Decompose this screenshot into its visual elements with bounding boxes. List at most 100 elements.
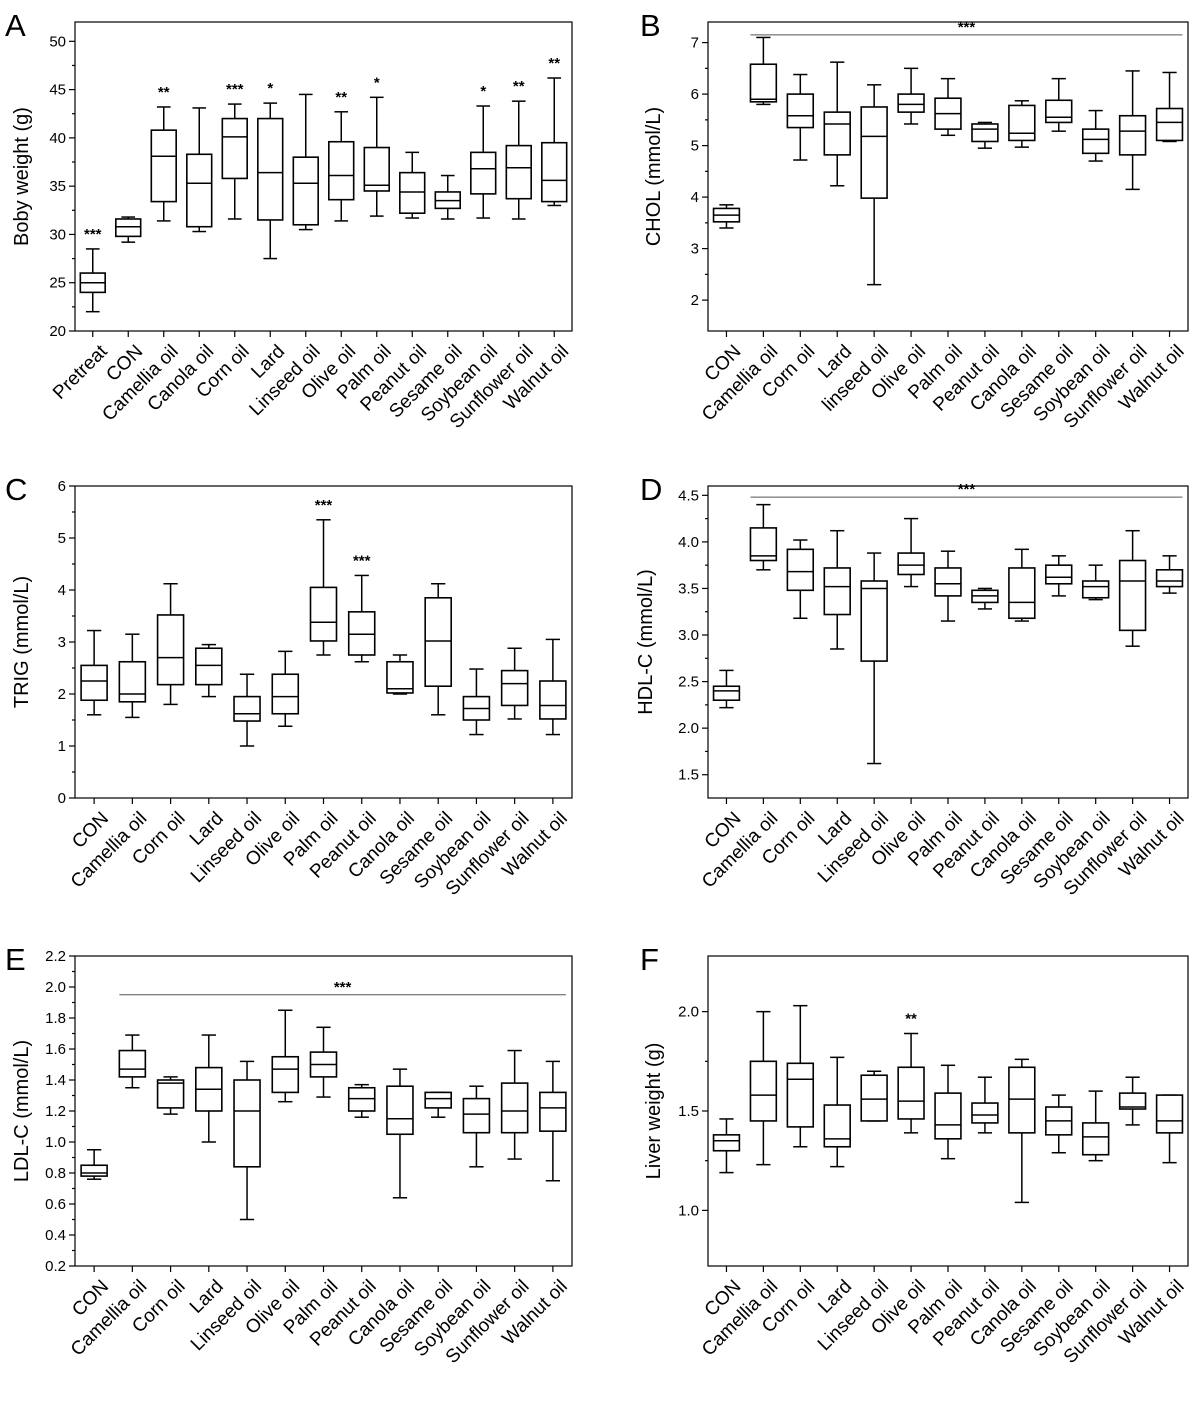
- box-plot-9: [399, 151, 426, 219]
- y-tick-label: 2.0: [45, 979, 66, 996]
- box-plot-5: [257, 102, 284, 260]
- box-plot-6: [309, 519, 338, 656]
- box-iqr: [1155, 107, 1184, 142]
- box-iqr: [860, 106, 888, 199]
- y-tick-label: 1.2: [45, 1103, 66, 1120]
- box-iqr: [897, 1066, 925, 1120]
- y-tick-label: 1.5: [678, 1103, 699, 1120]
- box-iqr: [971, 123, 999, 143]
- box-iqr: [823, 111, 851, 156]
- y-tick-label: 3: [691, 241, 699, 258]
- y-axis-label: LDL-C (mmol/L): [11, 1040, 33, 1182]
- box-iqr: [539, 680, 567, 720]
- box-iqr: [1081, 1122, 1110, 1156]
- box-iqr: [712, 1134, 741, 1152]
- box-iqr: [823, 1104, 851, 1148]
- box-plot-3: [186, 107, 213, 233]
- box-plot-8: [1008, 1058, 1036, 1204]
- box-plot-10: [462, 668, 491, 736]
- box-plot-5: [897, 1032, 925, 1134]
- box-plot-9: [1045, 1094, 1073, 1154]
- y-axis-label: Boby weight (g): [11, 107, 33, 246]
- y-tick-label: 45: [49, 82, 66, 99]
- y-tick-label: 50: [49, 33, 66, 50]
- y-tick-label: 0.6: [45, 1196, 66, 1213]
- box-iqr: [399, 171, 426, 214]
- box-plot-6: [934, 550, 962, 622]
- box-iqr: [156, 1079, 185, 1109]
- y-tick-label: 1.5: [678, 767, 699, 784]
- box-plot-0: [79, 248, 106, 313]
- y-tick-label: 1.6: [45, 1041, 66, 1058]
- significance-bar-label: ***: [958, 481, 976, 498]
- box-iqr: [347, 1086, 376, 1112]
- box-iqr: [1045, 99, 1073, 124]
- box-iqr: [749, 63, 778, 103]
- box-plot-4: [233, 673, 261, 747]
- box-plot-3: [195, 643, 223, 698]
- box-iqr: [271, 1055, 300, 1094]
- box-iqr: [118, 1049, 147, 1078]
- box-plot-10: [1081, 1090, 1110, 1162]
- y-tick-label: 40: [49, 130, 66, 147]
- y-tick-label: 3: [58, 634, 66, 651]
- box-plot-0: [712, 669, 741, 709]
- box-iqr: [897, 552, 925, 576]
- panel-e: E 0.2 0.4 0.6 0.8 1.0 1.2 1.4 1.6 1.8 2.0 2.2 LDL-C …: [5, 942, 573, 1368]
- box-plot-0: [712, 1118, 741, 1174]
- box-plot-1: [118, 633, 147, 719]
- box-iqr: [749, 527, 778, 562]
- y-tick-label: 1.4: [45, 1072, 66, 1089]
- box-plot-3: [823, 1056, 851, 1168]
- box-iqr: [971, 1102, 999, 1124]
- box-plot-7: [971, 587, 999, 610]
- y-tick-label: 2.2: [45, 948, 66, 965]
- box-plot-10: [1081, 109, 1110, 162]
- box-iqr: [80, 664, 108, 702]
- significance-label: ***: [315, 497, 333, 514]
- box-plot-12: [1155, 1094, 1184, 1164]
- box-iqr: [80, 1164, 108, 1177]
- box-plot-1: [118, 1034, 147, 1089]
- y-tick-label: 0.8: [45, 1165, 66, 1182]
- y-tick-label: 6: [58, 478, 66, 495]
- box-iqr: [934, 1092, 962, 1140]
- y-tick-label: 2.0: [678, 720, 699, 737]
- box-plot-9: [424, 583, 452, 716]
- box-plot-2: [786, 73, 815, 161]
- panel-letter: F: [640, 942, 659, 977]
- y-tick-label: 0: [58, 790, 66, 807]
- box-iqr: [541, 141, 568, 203]
- y-tick-label: 1: [58, 738, 66, 755]
- box-iqr: [749, 1060, 778, 1122]
- y-tick-label: 2: [691, 292, 699, 309]
- box-plot-4: [860, 552, 888, 765]
- box-iqr: [860, 580, 888, 662]
- y-axis-label: CHOL (mmol/L): [643, 107, 665, 246]
- box-plot-11: [1118, 529, 1147, 647]
- box-plot-0: [80, 1149, 108, 1180]
- y-axis-label: HDL-C (mmol/L): [635, 569, 657, 715]
- box-iqr: [257, 117, 284, 221]
- box-iqr: [1155, 1094, 1184, 1134]
- box-plot-0: [80, 629, 108, 716]
- y-tick-label: 3.0: [678, 627, 699, 644]
- box-iqr: [823, 567, 851, 616]
- box-plot-4: [860, 84, 888, 286]
- box-iqr: [1118, 1092, 1147, 1110]
- y-tick-label: 2: [58, 686, 66, 703]
- box-plot-7: [971, 121, 999, 149]
- box-plot-10: [434, 174, 461, 220]
- box-iqr: [1155, 569, 1184, 588]
- box-plot-1: [749, 1010, 778, 1166]
- box-iqr: [539, 1091, 567, 1132]
- box-iqr: [115, 218, 142, 238]
- box-iqr: [786, 1062, 815, 1128]
- box-iqr: [186, 153, 213, 228]
- y-tick-label: 35: [49, 178, 66, 195]
